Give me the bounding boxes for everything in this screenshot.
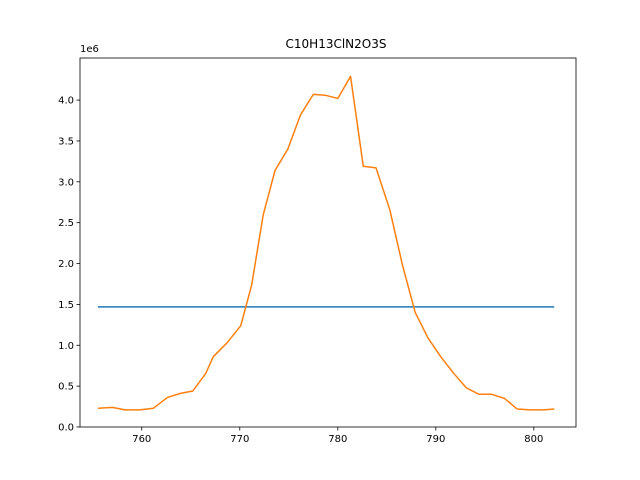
x-tick-label: 760 (132, 434, 151, 445)
y-tick-label: 4.0 (58, 96, 74, 107)
series-line-2 (97, 75, 555, 411)
y-tick-label: 3.0 (58, 177, 74, 188)
plot-background (80, 58, 576, 427)
y-tick-label: 1.0 (58, 341, 74, 352)
y-offset-label: 1e6 (80, 44, 99, 55)
series-layer (97, 75, 555, 411)
y-tick-label: 3.5 (58, 136, 74, 147)
x-tick-label: 780 (328, 434, 347, 445)
y-tick-label: 2.0 (58, 259, 74, 270)
y-tick-label: 0.0 (58, 423, 74, 434)
x-tick-label: 770 (230, 434, 249, 445)
plot-area (80, 58, 576, 427)
chart-title: C10H13ClN2O3S (286, 37, 387, 51)
x-tick-label: 790 (426, 434, 445, 445)
y-tick-label: 2.5 (58, 218, 74, 229)
axes-layer: 760 770 780 790 800 0.0 0.5 1.0 1.5 2.0 2.5 3.0 3.5 4… (58, 57, 577, 445)
y-tick-label: 0.5 (58, 382, 74, 393)
axes-frame (79, 57, 577, 428)
y-tick-label: 1.5 (58, 300, 74, 311)
x-tick-label: 800 (524, 434, 543, 445)
